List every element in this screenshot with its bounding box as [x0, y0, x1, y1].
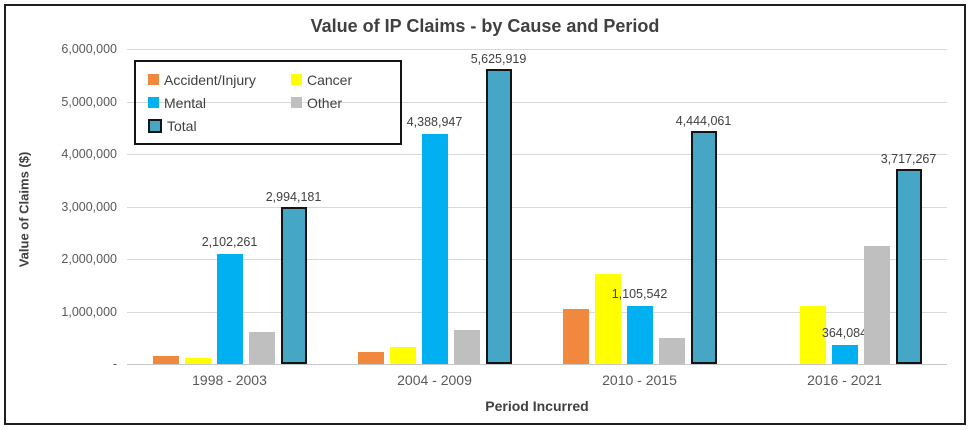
legend-label-accident-injury: Accident/Injury: [164, 71, 256, 88]
bar-cancer-1998-2003: [184, 358, 211, 364]
bar-cancer-2004-2009: [389, 347, 416, 364]
bar-other-2004-2009: [453, 329, 480, 364]
x-tick-label-2016-2021: 2016 - 2021: [807, 372, 882, 388]
bar-total-2010-2015: 4,444,061: [676, 114, 731, 364]
legend-label-cancer: Cancer: [307, 71, 353, 88]
bar-group-2016-2021: 364,084 3,717,267: [742, 49, 947, 364]
legend: Accident/Injury Cancer Mental Other Total: [134, 60, 402, 145]
bar-group-1998-2003: 2,102,261 2,994,181: [127, 49, 332, 364]
plot-area: 2,102,261 2,994,181 4,388,947 5,625,919 1,10…: [127, 49, 947, 365]
gridline-2-000-000: [127, 259, 947, 260]
chart-frame: Value of IP Claims - by Cause and Period…: [4, 4, 966, 425]
bar-mental-2016-2021: 364,084: [822, 326, 867, 364]
bar-cancer-2016-2021: [799, 306, 826, 364]
bar-other-2010-2015: [658, 337, 685, 364]
legend-label-mental: Mental: [164, 94, 207, 111]
legend-item-total: Total: [148, 118, 291, 134]
data-label-total-2010-2015: 4,444,061: [675, 113, 732, 128]
data-label-total-2004-2009: 5,625,919: [470, 51, 527, 66]
gridline-1-000-000: [127, 311, 947, 313]
gridline-6-000-000: [127, 49, 947, 50]
x-axis-title: Period Incurred: [485, 398, 589, 414]
bar-mental-2010-2015: 1,105,542: [612, 287, 667, 364]
data-label-mental-2016-2021: 364,084: [821, 325, 868, 340]
bar-group-2004-2009: 4,388,947 5,625,919: [332, 49, 537, 364]
data-label-total-2016-2021: 3,717,267: [880, 151, 937, 166]
y-tick-label-2-000-000: 2,000,000: [61, 252, 117, 266]
legend-item-mental: Mental: [148, 95, 291, 111]
bar-group-2010-2015: 1,105,542 4,444,061: [537, 49, 742, 364]
legend-label-other: Other: [307, 94, 343, 111]
y-axis: 6,000,000 5,000,000 4,000,000 3,000,000 2,00…: [12, 6, 117, 423]
bar-total-2004-2009: 5,625,919: [471, 52, 526, 364]
gridline-4-000-000: [127, 154, 947, 155]
legend-swatch-mental: [148, 97, 159, 108]
legend-swatch-total: [148, 118, 162, 133]
x-tick-label-2004-2009: 2004 - 2009: [397, 372, 472, 388]
bar-accident-injury-2004-2009: [357, 351, 384, 364]
y-tick-label-5-000-000: 5,000,000: [61, 94, 117, 109]
y-tick-label-1-000-000: 1,000,000: [61, 304, 117, 319]
x-axis: 1998 - 2003 2004 - 2009 2010 - 2015 2016 - …: [127, 372, 947, 390]
bar-mental-1998-2003: 2,102,261: [202, 235, 257, 364]
bar-total-2016-2021: 3,717,267: [881, 152, 936, 364]
legend-item-accident-injury: Accident/Injury: [148, 72, 291, 88]
bar-mental-2004-2009: 4,388,947: [407, 115, 462, 364]
x-tick-label-1998-2003: 1998 - 2003: [192, 372, 267, 388]
y-tick-label-6-000-000: 6,000,000: [61, 42, 117, 56]
data-label-mental-2010-2015: 1,105,542: [611, 287, 668, 301]
data-label-mental-1998-2003: 2,102,261: [201, 234, 258, 249]
gridline-5-000-000: [127, 101, 947, 103]
gridline-3-000-000: [127, 206, 947, 208]
bar-total-1998-2003: 2,994,181: [266, 190, 321, 364]
legend-item-other: Other: [291, 95, 400, 111]
bar-other-1998-2003: [248, 331, 275, 364]
bar-accident-injury-2010-2015: [562, 308, 589, 364]
data-label-mental-2004-2009: 4,388,947: [406, 114, 463, 129]
legend-item-cancer: Cancer: [291, 72, 400, 88]
bar-accident-injury-1998-2003: [152, 356, 179, 364]
bar-cancer-2010-2015: [594, 273, 621, 364]
legend-swatch-accident-injury: [148, 74, 159, 85]
data-label-total-1998-2003: 2,994,181: [265, 189, 322, 204]
legend-swatch-other: [291, 97, 302, 108]
y-tick-label-3-000-000: 3,000,000: [61, 199, 117, 214]
legend-label-total: Total: [167, 117, 197, 134]
chart-title: Value of IP Claims - by Cause and Period: [310, 16, 660, 36]
y-tick-label-: -: [112, 357, 117, 371]
y-tick-label-4-000-000: 4,000,000: [61, 147, 117, 161]
x-tick-label-2010-2015: 2010 - 2015: [602, 372, 677, 388]
legend-swatch-cancer: [291, 74, 302, 85]
bar-other-2016-2021: [863, 245, 890, 364]
